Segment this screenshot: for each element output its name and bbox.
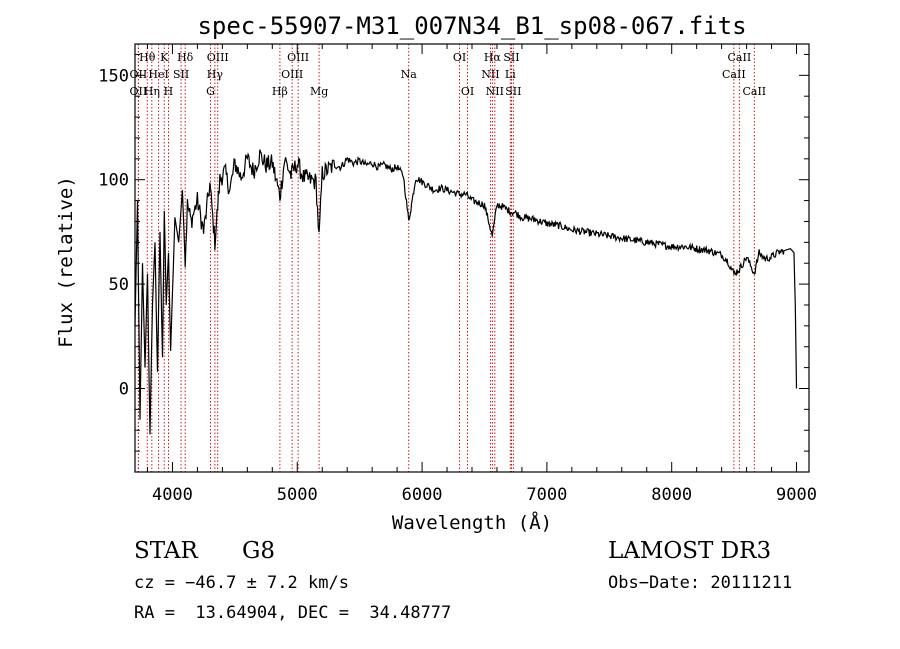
y-tick-label: 0 (119, 379, 129, 399)
line-label: CaII (722, 68, 746, 81)
x-tick-label: 7000 (526, 485, 567, 505)
line-label: OIII (207, 51, 229, 64)
line-label: OIII (281, 68, 303, 81)
x-axis-label: Wavelength (Å) (392, 511, 552, 534)
plot-frame (134, 43, 810, 473)
spectrum-chart: spec-55907-M31_007N34_B1_sp08-067.fits H… (55, 12, 817, 534)
x-tick-label: 5000 (277, 485, 318, 505)
chart-title: spec-55907-M31_007N34_B1_sp08-067.fits (197, 12, 746, 40)
x-tick-label: 9000 (776, 485, 817, 505)
observation-date: Obs−Date: 20111211 (608, 573, 793, 593)
line-label: H (164, 85, 174, 98)
line-label: G (206, 85, 215, 98)
x-axis-ticks: 4000 5000 6000 7000 8000 9000 (146, 44, 817, 505)
line-label: OI (453, 51, 466, 64)
line-label: SII (505, 85, 521, 98)
line-label: SII (173, 68, 189, 81)
y-tick-label: 50 (109, 275, 129, 295)
y-tick-label: 150 (98, 66, 129, 86)
survey-name: LAMOST DR3 (608, 538, 772, 564)
line-label: CaII (742, 85, 766, 98)
star-subclass: G8 (242, 538, 276, 564)
line-label: Hη (144, 85, 160, 98)
line-label: NII (486, 85, 504, 98)
y-axis-label: Flux (relative) (55, 176, 77, 348)
line-label: Hα (484, 51, 502, 64)
x-tick-label: 4000 (152, 485, 193, 505)
emission-line-labels: Hθ Hη HeI K H SII Hδ G Hγ OIII Hβ OIII OIII Mg Na OI OI N… (130, 51, 767, 98)
line-label: Li (505, 68, 516, 81)
y-tick-label: 100 (98, 171, 129, 191)
line-label: Hβ (272, 85, 288, 98)
line-label: OI (461, 85, 474, 98)
ra-dec: RA = 13.64904, DEC = 34.48777 (134, 603, 452, 623)
line-label: OIII (287, 51, 309, 64)
line-label: Hγ (207, 68, 224, 81)
redshift-cz: cz = −46.7 ± 7.2 km/s (134, 573, 349, 593)
star-class: STAR (134, 538, 198, 564)
x-tick-label: 6000 (402, 485, 443, 505)
line-label: HeI (148, 68, 168, 81)
x-tick-label: 8000 (651, 485, 692, 505)
line-label: OII (130, 85, 148, 98)
line-label: Hδ (177, 51, 194, 64)
emission-line-markers (137, 44, 755, 472)
line-label: Mg (310, 85, 328, 98)
y-axis-ticks: 0 50 100 150 (98, 53, 809, 452)
line-label: Hθ (139, 51, 156, 64)
line-label: SII (503, 51, 519, 64)
spectrum-line (134, 149, 798, 435)
line-label: CaII (728, 51, 752, 64)
line-label: Na (401, 68, 418, 81)
line-label: NII (481, 68, 499, 81)
line-label: OII (130, 68, 148, 81)
line-label: K (160, 51, 169, 64)
